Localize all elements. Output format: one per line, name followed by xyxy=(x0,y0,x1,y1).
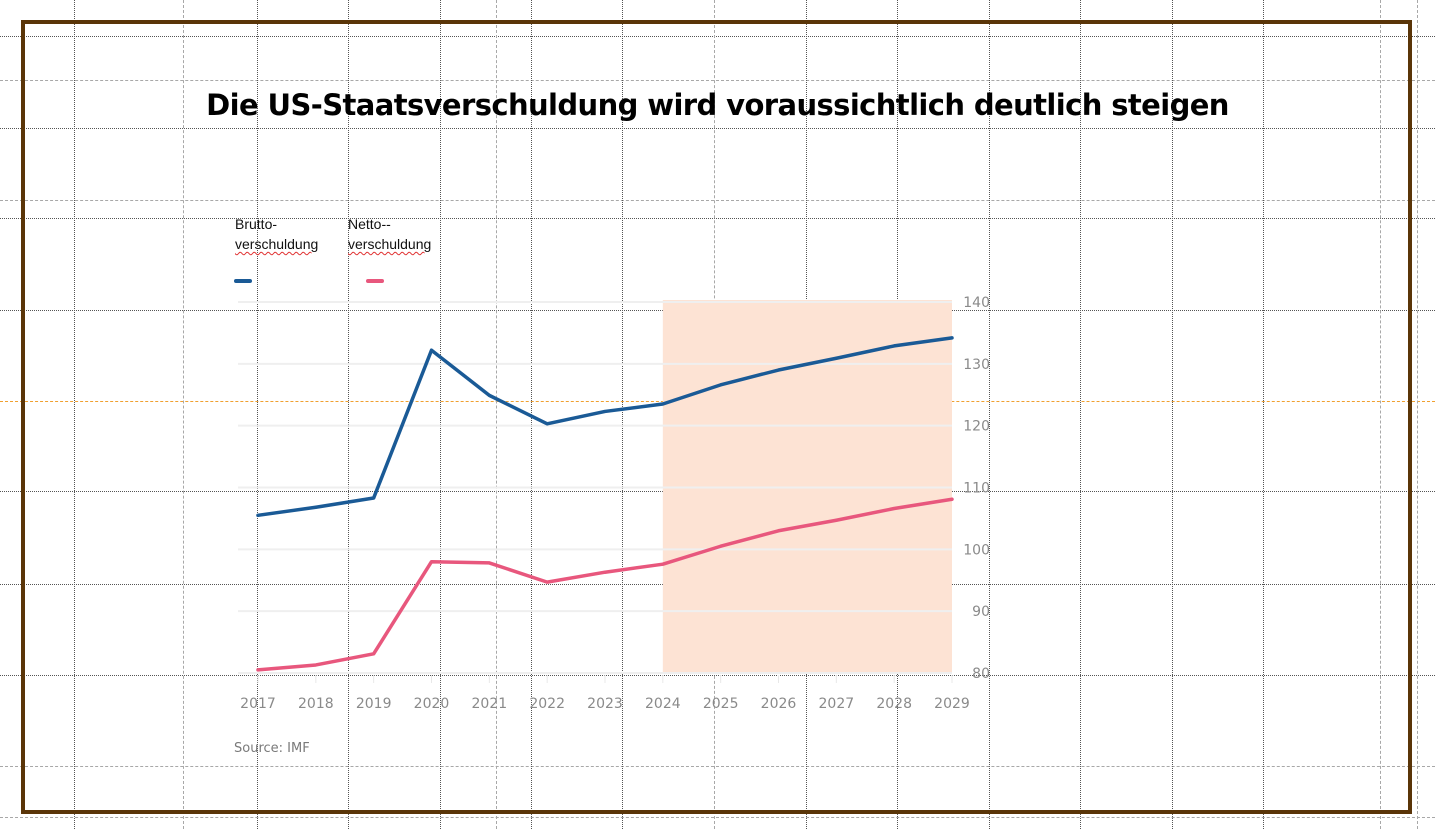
legend-label-line2: verschuldung xyxy=(235,236,319,252)
x-tick-label: 2023 xyxy=(587,696,623,712)
x-tick-label: 2022 xyxy=(529,696,565,712)
data-point xyxy=(661,402,665,406)
x-tick-label: 2017 xyxy=(240,696,276,712)
x-tick-label: 2028 xyxy=(876,696,912,712)
data-point xyxy=(314,663,318,667)
y-tick-label: 80 xyxy=(972,666,990,682)
x-tick-label: 2029 xyxy=(934,696,970,712)
slide-title: Die US-Staatsverschuldung wird voraussic… xyxy=(206,88,1229,122)
y-tick-label: 120 xyxy=(963,419,990,435)
data-point xyxy=(430,560,433,564)
data-point xyxy=(834,518,838,522)
data-point xyxy=(545,580,549,584)
data-point xyxy=(661,562,665,566)
data-point xyxy=(719,544,723,548)
slide-frame xyxy=(21,20,1412,814)
legend-label-line1: Netto-- xyxy=(348,216,391,232)
data-point xyxy=(892,507,896,511)
x-tick-label: 2021 xyxy=(472,696,508,712)
y-tick-label: 90 xyxy=(972,604,990,620)
data-point xyxy=(372,652,376,656)
legend-label-brutto: Brutto- verschuldung xyxy=(235,214,318,254)
y-tick-label: 100 xyxy=(963,542,990,558)
x-tick-label: 2025 xyxy=(703,696,739,712)
data-point xyxy=(950,497,954,501)
legend-swatch-netto xyxy=(366,279,384,283)
legend-label-line1: Brutto- xyxy=(235,216,278,232)
data-point xyxy=(430,348,433,352)
data-point xyxy=(487,393,491,397)
data-point xyxy=(777,529,780,533)
x-tick-label: 2024 xyxy=(645,696,681,712)
y-tick-label: 110 xyxy=(963,481,990,497)
data-point xyxy=(603,409,607,413)
y-tick-label: 130 xyxy=(963,357,990,373)
data-point xyxy=(950,336,954,340)
data-point xyxy=(372,496,376,500)
data-point xyxy=(256,513,260,517)
data-point xyxy=(545,422,549,426)
data-point xyxy=(603,570,607,574)
source-note: Source: IMF xyxy=(234,741,310,756)
data-point xyxy=(834,356,838,360)
x-tick-label: 2018 xyxy=(298,696,334,712)
x-tick-label: 2019 xyxy=(356,696,392,712)
data-point xyxy=(487,561,491,565)
data-point xyxy=(719,383,723,387)
legend-swatch-brutto xyxy=(234,279,252,283)
x-tick-label: 2027 xyxy=(819,696,855,712)
data-point xyxy=(314,505,318,509)
legend-label-line2: verschuldung xyxy=(348,236,432,252)
data-point xyxy=(777,368,780,372)
legend-label-netto: Netto-- verschuldung xyxy=(348,214,431,254)
x-tick-label: 2026 xyxy=(761,696,797,712)
data-point xyxy=(892,344,896,348)
data-point xyxy=(256,668,260,672)
y-tick-label: 140 xyxy=(963,295,990,311)
x-tick-label: 2020 xyxy=(414,696,450,712)
